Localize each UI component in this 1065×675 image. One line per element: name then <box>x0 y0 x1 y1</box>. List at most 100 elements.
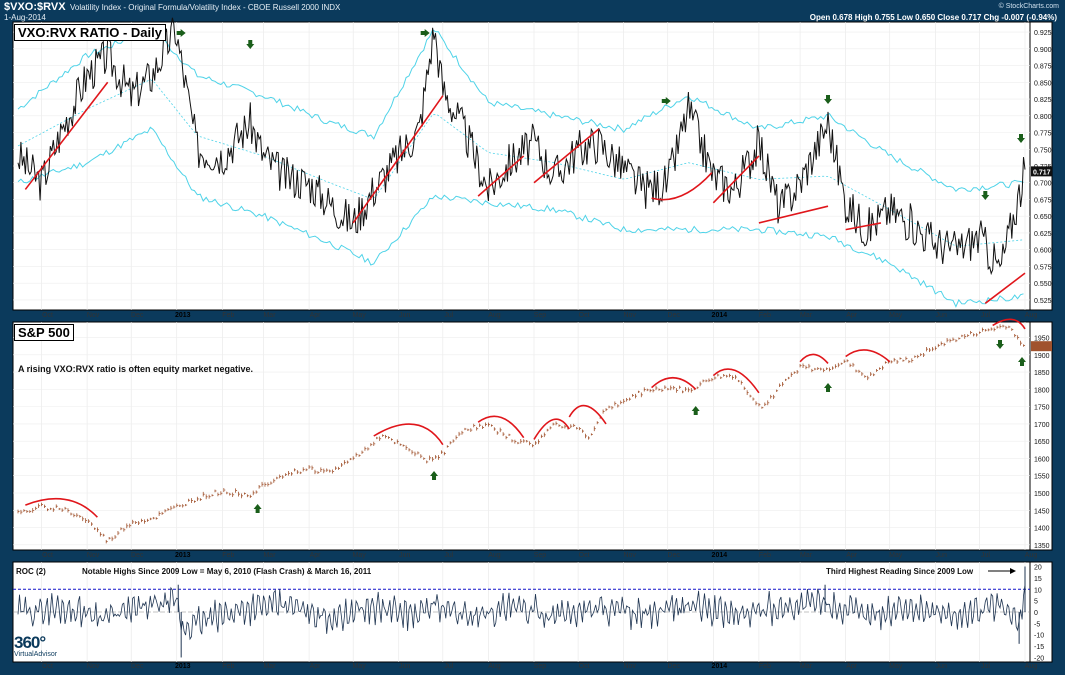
x-tick-label: May <box>889 312 903 319</box>
ratio-close-label: 0.717 <box>1033 169 1051 176</box>
quote-summary: Open 0.678 High 0.755 Low 0.650 Close 0.… <box>809 13 1057 22</box>
x-tick-label: Apr <box>310 552 322 559</box>
x-tick-label: Feb <box>759 552 771 559</box>
sp500-arc <box>533 418 570 440</box>
x-tick-label: Jul <box>981 312 990 319</box>
sp500-y-tick-label: 1350 <box>1034 543 1050 550</box>
x-tick-label: May <box>353 312 367 319</box>
sp500-arrow <box>996 340 1005 349</box>
logo-mark: 360° <box>14 633 46 652</box>
x-tick-label: 2014 <box>712 663 728 670</box>
x-tick-label: Jun <box>936 552 947 559</box>
sp500-arrow <box>253 504 262 513</box>
sp500-y-tick-label: 1450 <box>1034 508 1050 515</box>
x-tick-label: Dec <box>131 663 144 670</box>
ratio-y-tick-label: 0.850 <box>1034 80 1052 87</box>
ratio-arrow <box>661 97 671 105</box>
x-tick-label: Jun <box>399 663 410 670</box>
x-tick-label: Apr <box>846 663 858 670</box>
x-tick-label: Dec <box>131 312 144 319</box>
x-tick-label: Mar <box>263 552 276 559</box>
x-tick-label: Jul <box>444 312 453 319</box>
x-tick-label: Sep <box>534 312 547 319</box>
x-tick-label: Dec <box>668 312 681 319</box>
x-tick-label: Aug <box>1025 312 1038 319</box>
x-tick-label: Dec <box>668 552 681 559</box>
ratio-trendline <box>758 205 829 224</box>
x-tick-label: Sep <box>534 663 547 670</box>
x-tick-label: Jun <box>399 312 410 319</box>
x-tick-label: Oct <box>42 312 53 319</box>
roc-series-line <box>17 584 1026 641</box>
x-tick-label: 2014 <box>712 552 728 559</box>
ratio-arrow <box>176 29 186 37</box>
ratio-trendline <box>477 155 525 197</box>
ratio-trendline <box>24 81 109 190</box>
sp500-arc <box>799 353 829 364</box>
x-tick-label: Dec <box>131 552 144 559</box>
sp500-y-tick-label: 1600 <box>1034 456 1050 463</box>
ratio-y-tick-label: 0.525 <box>1034 298 1052 305</box>
x-tick-label: Mar <box>800 552 813 559</box>
roc-y-tick-label: -5 <box>1034 621 1040 628</box>
ratio-y-tick-label: 0.875 <box>1034 64 1052 71</box>
x-tick-label: Aug <box>488 552 501 559</box>
x-tick-label: Jul <box>444 663 453 670</box>
ratio-series-line <box>17 17 1026 276</box>
ratio-y-tick-label: 0.925 <box>1034 30 1052 37</box>
x-tick-label: 2013 <box>175 552 191 559</box>
virtualadvisor-logo: 360° VirtualAdvisor <box>14 634 57 659</box>
x-tick-label: Oct <box>579 552 590 559</box>
roc-callout-arrowhead <box>1010 568 1016 574</box>
x-tick-label: Sep <box>534 552 547 559</box>
copyright-label: © StockCharts.com <box>998 3 1059 10</box>
roc-y-tick-label: -20 <box>1034 655 1044 662</box>
x-tick-label: 2014 <box>712 312 728 319</box>
x-tick-label: Nov <box>87 663 100 670</box>
roc-note: Notable Highs Since 2009 Low = May 6, 20… <box>82 567 372 576</box>
ratio-y-tick-label: 0.800 <box>1034 114 1052 121</box>
ratio-arrow <box>420 29 430 37</box>
ratio-trendline <box>984 272 1026 304</box>
ratio-arrow <box>981 191 990 200</box>
x-tick-label: 2013 <box>175 312 191 319</box>
roc-y-tick-label: 20 <box>1034 565 1042 572</box>
x-tick-label: Mar <box>800 312 813 319</box>
x-tick-label: Oct <box>42 663 53 670</box>
x-tick-label: Feb <box>759 312 771 319</box>
sp500-y-tick-label: 1800 <box>1034 387 1050 394</box>
x-tick-label: Nov <box>87 312 100 319</box>
sp500-y-tick-label: 1400 <box>1034 526 1050 533</box>
chart-symbol: $VXO:$RVX <box>4 1 66 13</box>
ratio-y-tick-label: 0.625 <box>1034 231 1052 238</box>
x-tick-label: Feb <box>222 552 234 559</box>
x-tick-label: Mar <box>800 663 813 670</box>
ratio-y-tick-label: 0.700 <box>1034 181 1052 188</box>
x-tick-label: Jun <box>936 312 947 319</box>
x-tick-label: Nov <box>623 663 636 670</box>
ratio-arrow <box>824 95 833 104</box>
x-tick-label: Oct <box>579 312 590 319</box>
ratio-trendline <box>352 95 444 224</box>
x-tick-label: 2013 <box>175 663 191 670</box>
x-tick-label: Jun <box>936 663 947 670</box>
x-tick-label: Feb <box>759 663 771 670</box>
x-tick-label: May <box>353 663 367 670</box>
x-tick-label: Feb <box>222 663 234 670</box>
ratio-panel-title: VXO:RVX RATIO - Daily <box>14 24 166 41</box>
ratio-y-tick-label: 0.750 <box>1034 147 1052 154</box>
ratio-y-tick-label: 0.900 <box>1034 47 1052 54</box>
roc-y-tick-label: 10 <box>1034 587 1042 594</box>
x-tick-label: Aug <box>1025 552 1038 559</box>
x-tick-label: Oct <box>42 552 53 559</box>
x-tick-label: Aug <box>488 663 501 670</box>
sp500-arrow <box>430 471 439 480</box>
x-tick-label: May <box>889 663 903 670</box>
x-tick-label: May <box>889 552 903 559</box>
chart-date: 1-Aug-2014 <box>4 13 46 22</box>
sp500-arrow <box>1018 357 1026 366</box>
x-tick-label: Apr <box>310 312 322 319</box>
lower-band-line <box>17 126 1024 308</box>
x-tick-label: Mar <box>263 663 276 670</box>
sp500-y-tick-label: 1500 <box>1034 491 1050 498</box>
